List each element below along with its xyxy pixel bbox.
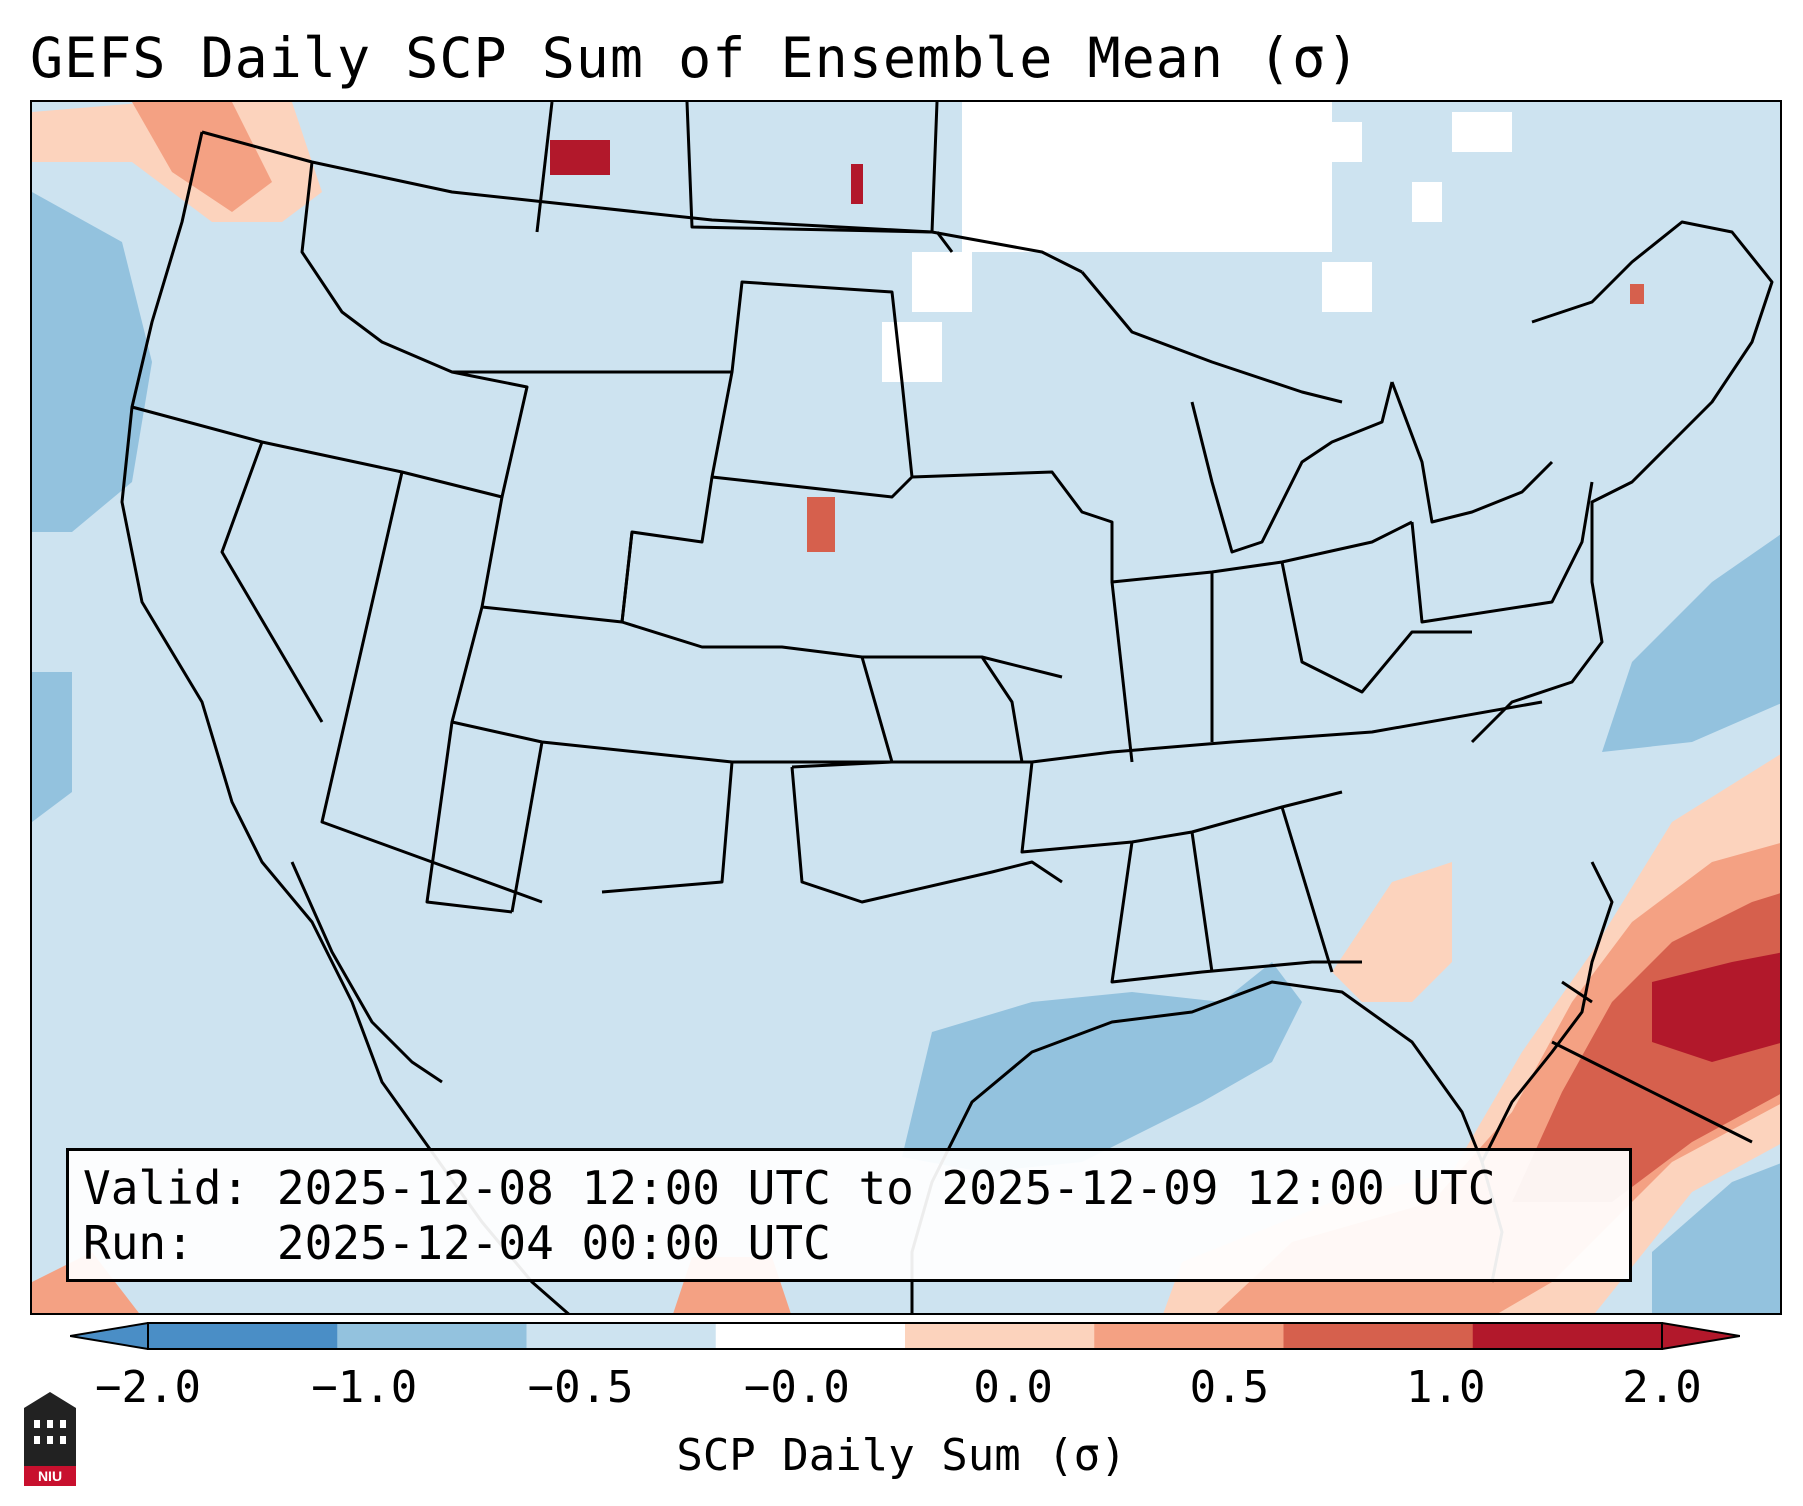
near-zero-area <box>882 102 1512 382</box>
caribbean-negative-region <box>1652 1163 1780 1313</box>
atlantic-positive-medium <box>1216 843 1780 1313</box>
pacific-negative-region-2 <box>32 672 72 822</box>
colorbar-segment <box>905 1323 1095 1349</box>
gulf-negative-region <box>902 962 1302 1172</box>
colorbar-segment <box>1283 1323 1474 1349</box>
north-dakota-positive-spot <box>851 164 863 204</box>
pnw-positive-strong <box>132 102 272 212</box>
colorbar-frame <box>147 1322 1663 1350</box>
colorbar-extend-low <box>70 1322 149 1350</box>
logo-text: NIU <box>38 1468 62 1484</box>
niu-logo-icon: NIU <box>24 1392 76 1486</box>
colorbar-tick-label: −2.0 <box>95 1362 201 1413</box>
atlantic-negative-region <box>1602 534 1780 752</box>
valid-info-box: Valid: 2025-12-08 12:00 UTC to 2025-12-0… <box>66 1148 1632 1282</box>
colorbar-tick-label: −1.0 <box>311 1362 418 1413</box>
colorbar-tick-label: 1.0 <box>1405 1362 1486 1413</box>
colorbar-tick-label: 2.0 <box>1622 1362 1702 1413</box>
map-panel <box>30 100 1782 1315</box>
colorbar <box>70 1322 1740 1350</box>
colorbar-segment <box>337 1323 527 1349</box>
colorbar-tick-label: −0.0 <box>743 1362 850 1413</box>
pacific-south-positive <box>32 1252 139 1313</box>
atlantic-positive-max <box>1652 952 1780 1062</box>
colorbar-segment <box>1472 1323 1663 1349</box>
colorbar-segment <box>715 1323 906 1349</box>
colorbar-label: SCP Daily Sum (σ) <box>676 1430 1127 1481</box>
anomaly-map <box>32 102 1780 1313</box>
map-title: GEFS Daily SCP Sum of Ensemble Mean (σ) <box>30 26 1361 90</box>
colorbar-tick-label: 0.5 <box>1189 1362 1270 1413</box>
colorbar-tick-label: 0.0 <box>973 1362 1053 1413</box>
valid-label: Valid: <box>83 1161 250 1215</box>
maine-positive-spot <box>1630 284 1644 304</box>
pacific-negative-region <box>32 192 152 532</box>
nebraska-positive-spot <box>807 497 835 552</box>
southeast-positive-region <box>1332 862 1452 1002</box>
run-label: Run: <box>83 1216 194 1270</box>
caribbean-islands <box>1551 980 1753 1144</box>
valid-value: 2025-12-08 12:00 UTC to 2025-12-09 12:00… <box>276 1161 1496 1215</box>
colorbar-tick-label: −0.5 <box>527 1362 634 1413</box>
colorbar-segment <box>148 1323 338 1349</box>
montana-positive-spot <box>550 140 610 175</box>
run-value: 2025-12-04 00:00 UTC <box>276 1216 831 1270</box>
colorbar-extend-high <box>1661 1322 1740 1350</box>
political-boundaries <box>131 102 1594 984</box>
colorbar-segments <box>70 1322 1740 1350</box>
colorbar-segment <box>1094 1323 1284 1349</box>
colorbar-segment <box>526 1323 717 1349</box>
